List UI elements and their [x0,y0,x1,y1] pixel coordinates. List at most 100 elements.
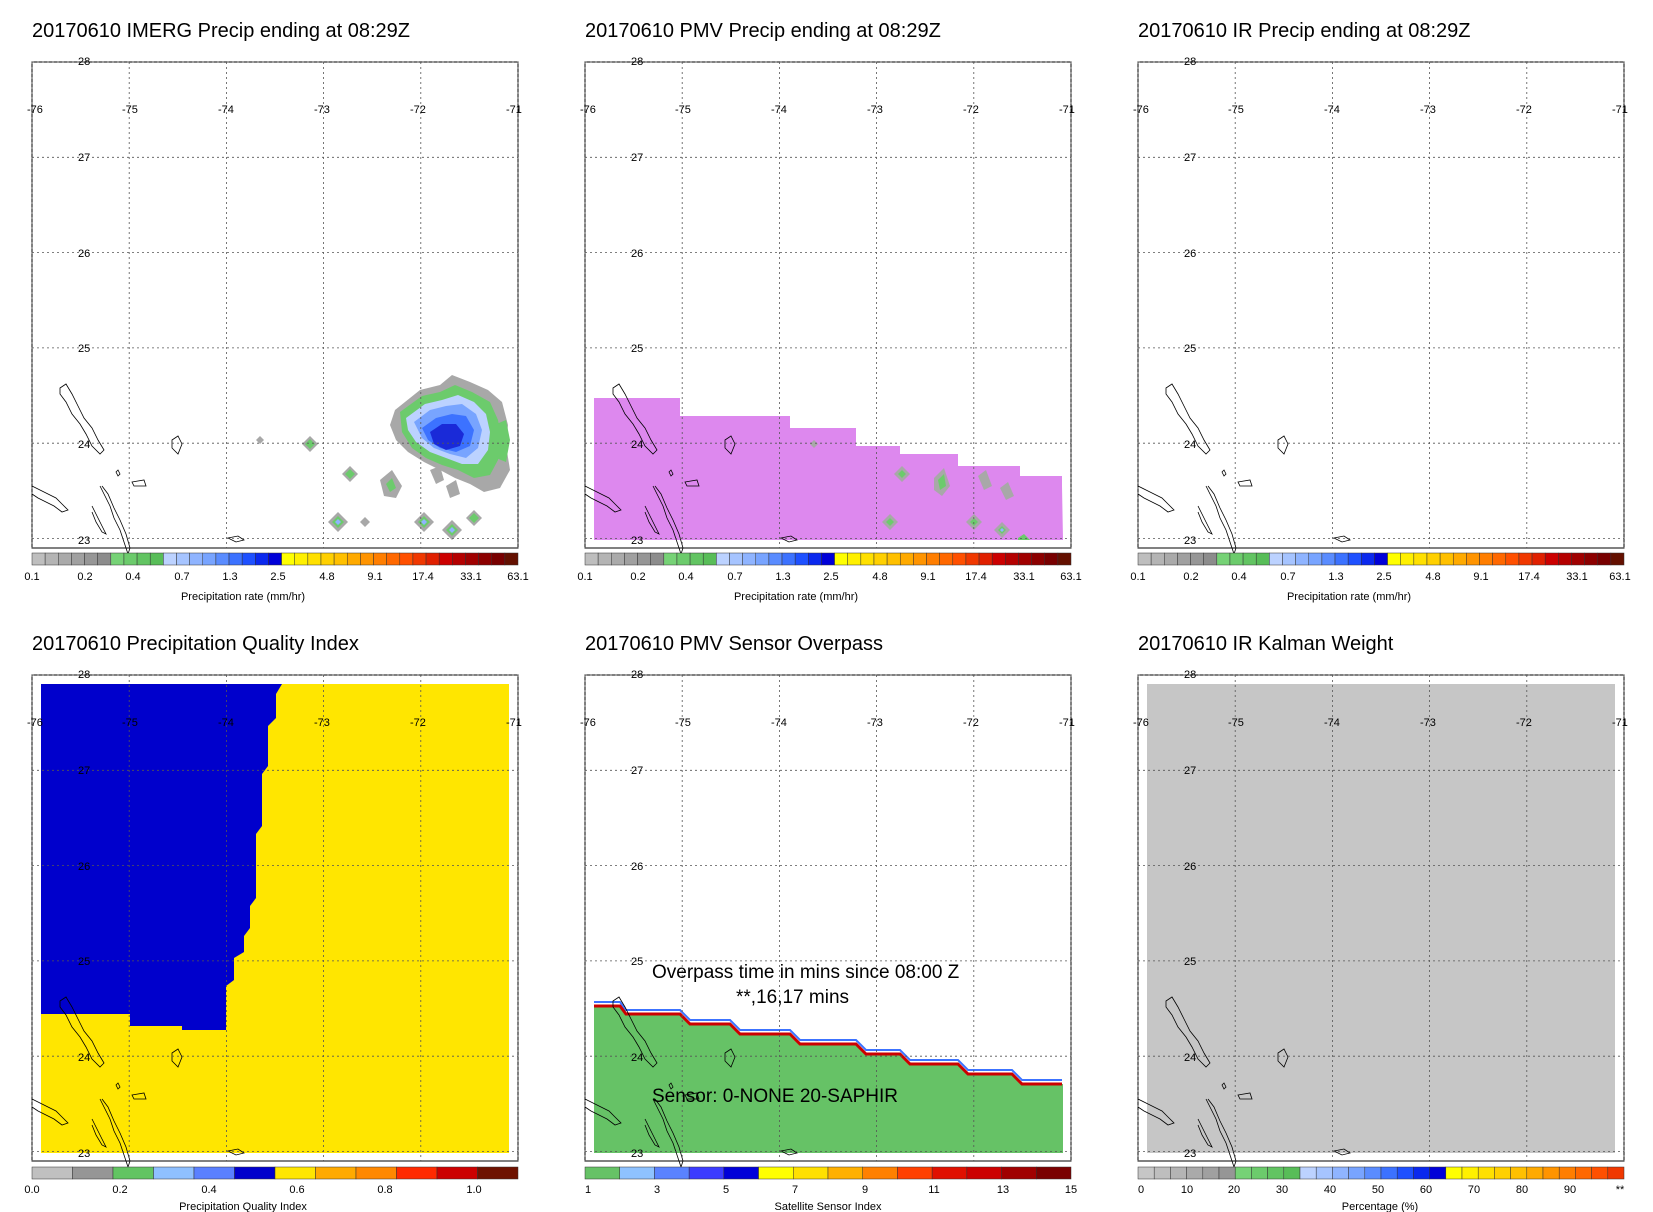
colorbar-swatch [873,552,888,566]
latitude-labels: 28 27 26 25 24 23 [631,56,643,547]
colorbar-swatch [1283,1166,1301,1180]
precip-cell [898,470,906,478]
lon-label: -73 [1420,717,1436,729]
lat-lon-grid [31,61,519,548]
lon-label: -75 [122,104,138,116]
colorbar-swatch [1177,552,1191,566]
colorbar-swatch [1510,1166,1528,1180]
precip-cell [978,470,992,490]
colorbar-tick: 1.3 [222,571,237,583]
kalman-region [1147,684,1615,1153]
lat-lon-grid [1137,61,1625,548]
coastline-segment [171,435,183,455]
colorbar-swatch [1400,552,1415,566]
colorbar-swatch [234,1166,276,1180]
lon-label: -71 [1612,104,1628,116]
colorbar-swatch [1413,552,1428,566]
colorbar-swatch [1315,1166,1333,1180]
data-layer [256,375,510,540]
colorbar-tick: 9.1 [1473,571,1488,583]
colorbar-swatch [1531,552,1546,566]
lat-label: 28 [1184,669,1196,681]
colorbar-swatch [1452,552,1467,566]
colorbar-swatch [688,1166,725,1180]
precip-cell [360,517,370,527]
colorbar-tick: 17.4 [965,571,986,583]
colorbar-swatch [1321,552,1336,566]
lat-label: 26 [1184,861,1196,873]
colorbar-tick: 0.4 [125,571,140,583]
colorbar-swatch [193,1166,235,1180]
colorbar-swatch [1218,1166,1236,1180]
colorbar [1137,1166,1625,1180]
colorbar-tick: 9.1 [367,571,382,583]
colorbar-tick: 33.1 [460,571,481,583]
latitude-labels: 28 27 26 25 24 23 [1184,669,1196,1160]
coastline-segment [1165,996,1211,1068]
colorbar-swatch [1295,552,1310,566]
sensor-annotation: Sensor: 0-NONE 20-SAPHIR [652,1086,898,1107]
colorbar-swatch [1571,552,1585,566]
colorbar-swatch [729,552,743,566]
colorbar-swatch [742,552,757,566]
colorbar-swatch [163,552,177,566]
colorbar-swatch [1584,552,1598,566]
data-layer [41,684,509,1153]
colorbar-tick: 0.2 [112,1184,127,1196]
lat-label: 23 [1184,1148,1196,1160]
colorbar-tick: 9.1 [920,571,935,583]
lat-label: 23 [78,1148,90,1160]
colorbar-tick: 0.4 [201,1184,216,1196]
overpass-annotation: Overpass time in mins since 08:00 Z [652,962,960,983]
colorbar-swatch [781,552,796,566]
colorbar-swatch [1492,552,1507,566]
data-layer [1147,684,1615,1153]
colorbar-swatch [1610,552,1625,566]
colorbar-tick: 0.2 [77,571,92,583]
overpass-annotation: **,16,17 mins [736,987,849,1008]
coastline-segment [91,505,107,535]
latitude-labels: 28 27 26 25 24 23 [631,669,643,1160]
colorbar-swatch [412,552,427,566]
colorbar-swatch [1544,552,1559,566]
panel-kalman-weight: 20170610 IR Kalman Weight 28 27 26 25 24… [1133,633,1628,1212]
colorbar-swatch [1153,1166,1171,1180]
colorbar-swatch [176,552,190,566]
colorbar-tick: 4.8 [319,571,334,583]
lat-label: 26 [631,861,643,873]
lat-lon-grid [31,674,519,1161]
coastline-segment [724,435,736,455]
colorbar-swatch [1170,1166,1187,1180]
colorbar-swatch [1255,552,1270,566]
lat-lon-grid [584,61,1072,548]
colorbar-swatch [123,552,138,566]
colorbar-swatch [1044,552,1059,566]
colorbar-tick: 60 [1420,1184,1432,1196]
colorbar-tick: 0.2 [630,571,645,583]
panel-pmv: 20170610 PMV Precip ending at 08:29Z 28 … [577,20,1081,603]
colorbar-swatch [477,1166,519,1180]
lon-label: -73 [1420,104,1436,116]
colorbar-swatch [965,552,980,566]
data-layer [594,398,1063,540]
colorbar-tick: 15 [1065,1184,1077,1196]
colorbar-swatch [1186,1166,1204,1180]
colorbar-swatch [241,552,256,566]
coastline-segment [1197,505,1213,535]
colorbar-swatch [333,552,348,566]
coastline-segment [1277,435,1289,455]
lon-label: -75 [675,104,691,116]
colorbar-tick: 50 [1372,1184,1384,1196]
longitude-labels: -76 -75 -74 -73 -72 -71 [580,104,1075,116]
coastline-segment [668,1082,674,1090]
longitude-labels: -76 -75 -74 -73 -72 -71 [27,717,522,729]
coastline-segment [1332,1148,1351,1156]
colorbar-tick: 3 [654,1184,660,1196]
lat-label: 24 [1184,439,1196,451]
colorbar-swatch [1396,1166,1414,1180]
coastline-segment [1137,485,1175,513]
lat-label: 24 [1184,1052,1196,1064]
colorbar-swatch [1234,1166,1252,1180]
precip-cell [446,480,460,498]
colorbar-swatch [897,1166,933,1180]
